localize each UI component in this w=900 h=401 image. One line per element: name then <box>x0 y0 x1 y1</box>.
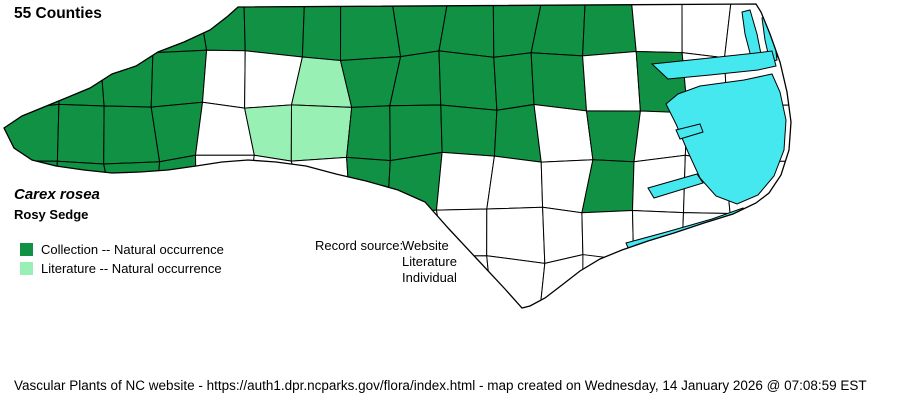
county-cell <box>582 4 637 57</box>
legend: Collection -- Natural occurrence Literat… <box>20 240 224 278</box>
record-source-values: Website Literature Individual <box>402 238 457 286</box>
county-cell <box>630 4 683 54</box>
literature-color-swatch <box>20 262 33 275</box>
county-cell <box>98 4 154 54</box>
county-cell <box>581 209 635 262</box>
legend-item-label: Literature -- Natural occurrence <box>41 261 222 276</box>
county-cell <box>103 161 161 213</box>
county-cell <box>150 49 208 108</box>
pamlico-river <box>675 123 704 140</box>
county-cell <box>530 52 588 112</box>
record-source-value: Website <box>402 238 449 253</box>
county-cell <box>486 206 546 264</box>
county-cell <box>155 154 198 214</box>
county-cell <box>103 105 161 165</box>
record-source-value: Literature <box>402 254 457 269</box>
neuse-river <box>647 173 704 199</box>
county-cell <box>339 4 402 62</box>
species-common-name: Rosy Sedge <box>14 207 89 222</box>
albemarle-sound <box>650 50 777 80</box>
county-cell <box>493 52 535 111</box>
county-cell <box>533 103 594 163</box>
county-cell <box>681 4 733 59</box>
species-scientific-name: Carex rosea <box>14 186 100 203</box>
record-source-label: Record source: <box>315 238 404 253</box>
county-cell <box>438 50 498 111</box>
county-cell <box>585 110 641 163</box>
county-cell <box>440 104 498 157</box>
county-cell <box>389 104 443 162</box>
county-cell <box>542 206 584 265</box>
pamlico-sound <box>665 73 787 205</box>
county-cell <box>486 255 546 308</box>
county-cell <box>346 105 391 162</box>
footer-attribution: Vascular Plants of NC website - https://… <box>14 378 867 393</box>
county-cell <box>493 103 542 163</box>
legend-item-collection: Collection -- Natural occurrence <box>20 240 224 259</box>
county-cell <box>435 151 495 211</box>
county-cell <box>150 4 208 54</box>
county-cell <box>486 155 544 210</box>
county-cell <box>301 4 342 62</box>
legend-item-literature: Literature -- Natural occurrence <box>20 259 224 278</box>
county-cell <box>438 4 495 58</box>
county-cell <box>243 4 306 58</box>
county-cell <box>201 49 246 109</box>
county-cell <box>56 103 105 165</box>
county-cell <box>386 151 443 216</box>
legend-item-label: Collection -- Natural occurrence <box>41 242 224 257</box>
county-cell <box>150 101 204 163</box>
collection-color-swatch <box>20 243 33 256</box>
page-title: 55 Counties <box>14 5 102 22</box>
county-cell <box>290 104 353 162</box>
county-cell <box>537 253 584 308</box>
record-source-value: Individual <box>402 270 457 285</box>
county-cell <box>582 50 641 112</box>
state-outline <box>3 3 792 309</box>
